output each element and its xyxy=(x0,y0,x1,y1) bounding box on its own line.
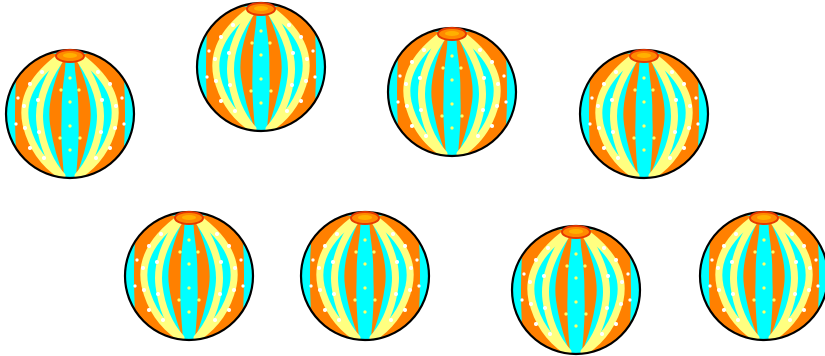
beach-ball-4 xyxy=(577,50,711,178)
beach-ball-6 xyxy=(298,212,432,340)
beach-ball-7 xyxy=(509,226,643,354)
beach-ball-8 xyxy=(697,212,825,340)
beach-ball-2 xyxy=(194,3,328,131)
beach-ball-3 xyxy=(385,28,519,156)
beach-ball-1 xyxy=(3,50,137,178)
beach-ball-5 xyxy=(122,212,256,340)
